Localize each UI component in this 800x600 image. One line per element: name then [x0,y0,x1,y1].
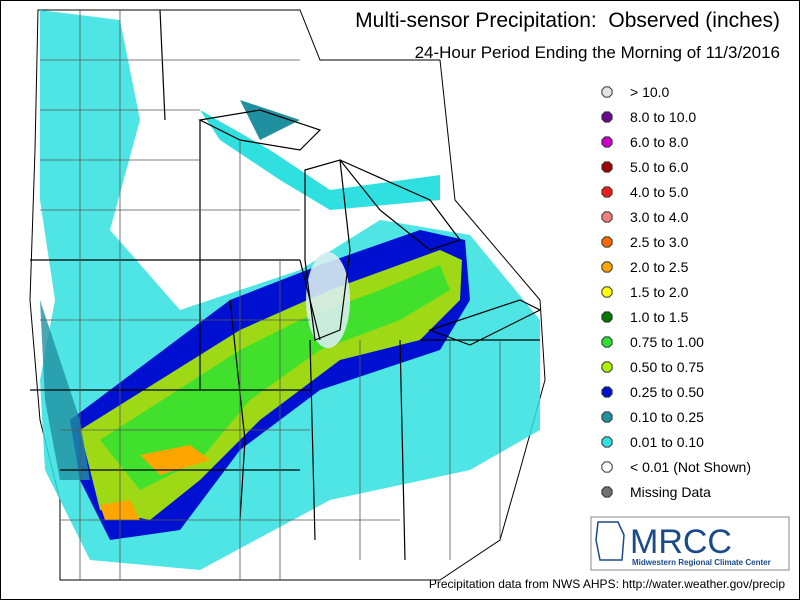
legend-label: 0.75 to 1.00 [630,334,704,350]
legend-swatch [601,186,613,198]
logo-icon [595,521,625,561]
legend-swatch [601,336,613,348]
legend-swatch [601,286,613,298]
title: Multi-sensor Precipitation: Observed (in… [355,9,780,32]
legend-label: 8.0 to 10.0 [630,109,696,125]
legend-swatch [601,261,613,273]
legend-swatch [601,211,613,223]
legend-swatch [601,461,613,473]
legend-swatch [601,236,613,248]
legend-swatch [601,86,613,98]
logo: MRCC Midwestern Regional Climate Center [590,516,790,571]
logo-full-name: Midwestern Regional Climate Center [632,558,771,567]
legend: > 10.0 8.0 to 10.0 6.0 to 8.0 5.0 to 6.0 4.0… [601,84,751,500]
legend-label: Missing Data [630,484,711,500]
legend-swatch [601,111,613,123]
legend-label: 0.25 to 0.50 [630,384,704,400]
legend-label: 0.10 to 0.25 [630,409,704,425]
legend-label: 6.0 to 8.0 [630,134,689,150]
legend-label: 5.0 to 6.0 [630,159,689,175]
legend-label: 0.50 to 0.75 [630,359,704,375]
legend-label: 2.0 to 2.5 [630,259,689,275]
legend-swatch [601,386,613,398]
legend-label: 4.0 to 5.0 [630,184,689,200]
legend-label: < 0.01 (Not Shown) [630,459,751,475]
legend-label: 1.0 to 1.5 [630,309,689,325]
footer: Precipitation data from NWS AHPS: http:/… [429,577,785,591]
logo-name: MRCC [630,523,732,561]
legend-label: 1.5 to 2.0 [630,284,689,300]
subtitle: 24-Hour Period Ending the Morning of 11/… [415,43,780,62]
legend-swatch [601,436,613,448]
legend-label: 3.0 to 4.0 [630,209,689,225]
legend-swatch [601,361,613,373]
legend-label: 2.5 to 3.0 [630,234,689,250]
legend-swatch [601,486,613,498]
legend-swatch [601,311,613,323]
legend-swatch [601,136,613,148]
legend-swatch [601,411,613,423]
legend-label: > 10.0 [630,84,670,100]
legend-swatch [601,161,613,173]
legend-label: 0.01 to 0.10 [630,434,704,450]
precip-map [29,9,546,581]
